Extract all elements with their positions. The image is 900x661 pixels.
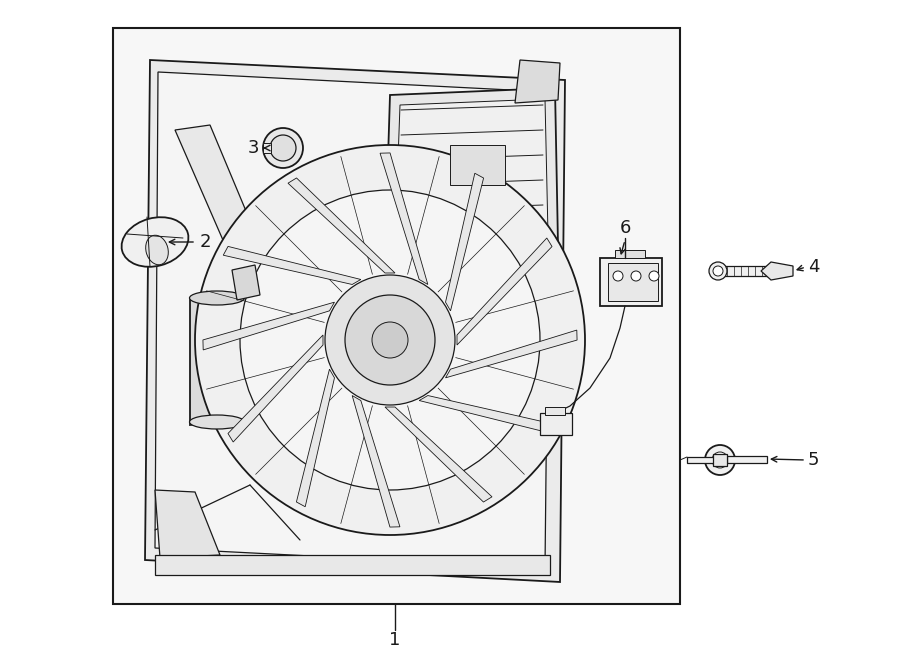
Bar	[113, 28, 680, 604]
Polygon shape	[352, 395, 400, 527]
Text: 5: 5	[808, 451, 820, 469]
Polygon shape	[515, 60, 560, 103]
Polygon shape	[190, 295, 245, 425]
Circle shape	[325, 275, 455, 405]
Ellipse shape	[146, 235, 168, 265]
Bar	[615, 250, 645, 258]
Ellipse shape	[713, 266, 723, 276]
Polygon shape	[395, 99, 548, 243]
Bar	[540, 413, 572, 435]
Polygon shape	[380, 153, 428, 284]
Polygon shape	[296, 369, 335, 507]
Text: 3: 3	[248, 139, 259, 157]
Polygon shape	[457, 238, 552, 345]
Polygon shape	[385, 407, 492, 502]
Text: 1: 1	[390, 631, 400, 649]
Circle shape	[345, 295, 435, 385]
Circle shape	[613, 271, 623, 281]
Polygon shape	[155, 72, 550, 568]
Bar	[155, 555, 550, 575]
Polygon shape	[232, 265, 260, 300]
Ellipse shape	[712, 452, 728, 468]
Bar	[450, 145, 505, 185]
Circle shape	[240, 190, 540, 490]
Ellipse shape	[190, 415, 245, 429]
Polygon shape	[385, 88, 558, 255]
Polygon shape	[223, 247, 361, 284]
Bar	[600, 258, 662, 306]
Polygon shape	[388, 228, 415, 258]
Circle shape	[649, 271, 659, 281]
Bar	[608, 263, 658, 301]
Polygon shape	[446, 173, 483, 311]
Circle shape	[263, 128, 303, 168]
Ellipse shape	[705, 445, 735, 475]
Bar	[727, 456, 767, 463]
Circle shape	[631, 271, 641, 281]
Polygon shape	[228, 335, 323, 442]
Polygon shape	[155, 490, 220, 558]
Bar	[713, 454, 727, 466]
Polygon shape	[419, 395, 557, 434]
Polygon shape	[761, 262, 793, 280]
Polygon shape	[288, 178, 395, 273]
Ellipse shape	[709, 262, 727, 280]
Bar	[715, 266, 775, 276]
Text: 2: 2	[200, 233, 212, 251]
Polygon shape	[175, 125, 300, 348]
Bar	[545, 407, 565, 415]
Bar	[687, 457, 715, 463]
Text: 4: 4	[808, 258, 820, 276]
Ellipse shape	[190, 291, 245, 305]
Polygon shape	[446, 330, 577, 378]
Polygon shape	[145, 60, 565, 582]
Polygon shape	[202, 302, 335, 350]
Ellipse shape	[122, 217, 188, 267]
Bar	[263, 143, 271, 153]
Circle shape	[195, 145, 585, 535]
Text: 6: 6	[619, 219, 631, 237]
Circle shape	[270, 135, 296, 161]
Circle shape	[372, 322, 408, 358]
